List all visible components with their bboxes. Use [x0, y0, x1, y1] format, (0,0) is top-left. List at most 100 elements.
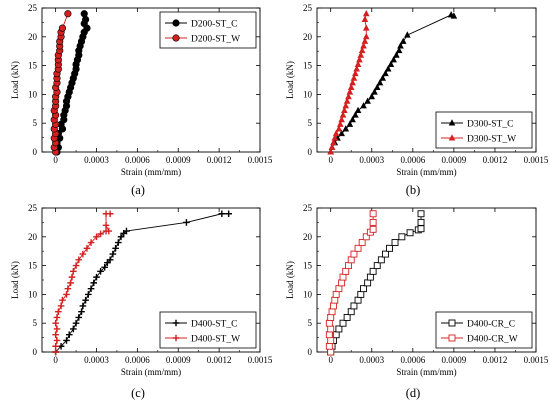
data-point	[393, 51, 400, 58]
data-point	[75, 314, 83, 321]
data-point	[343, 313, 351, 321]
data-point	[79, 250, 87, 258]
data-point	[377, 256, 385, 264]
x-tick-label: 0.0006	[125, 155, 150, 165]
data-point	[354, 296, 362, 304]
y-tick-label: 0	[308, 147, 313, 157]
data-point	[70, 325, 77, 333]
data-point	[335, 125, 343, 132]
data-point	[68, 273, 76, 281]
data-point	[105, 227, 113, 235]
data-point	[79, 302, 87, 310]
legend-marker	[172, 19, 180, 27]
x-tick-label: 0.0003	[359, 155, 384, 165]
data-point	[354, 60, 362, 67]
data-point	[106, 210, 114, 218]
data-point	[327, 325, 335, 333]
y-tick-label: 25	[28, 203, 38, 213]
legend-marker	[172, 319, 180, 327]
legend-label: D400-ST_C	[191, 320, 237, 330]
data-point	[112, 245, 119, 252]
data-point	[417, 210, 425, 218]
data-point	[101, 264, 108, 271]
data-point	[349, 115, 356, 123]
data-point	[63, 337, 70, 344]
data-point	[338, 279, 346, 287]
legend-box	[435, 111, 533, 149]
data-point	[360, 42, 367, 49]
y-axis-label: Load (kN)	[10, 261, 20, 299]
data-point	[350, 250, 358, 258]
y-tick-label: 5	[33, 318, 38, 328]
data-point	[63, 291, 70, 298]
y-tick-label: 10	[28, 289, 38, 299]
data-point	[347, 256, 355, 264]
data-point	[93, 273, 100, 281]
legend-marker	[172, 334, 180, 342]
data-point	[386, 244, 393, 252]
x-tick-label: 0.0006	[400, 155, 425, 165]
legend: D200-ST_C D200-ST_W	[159, 11, 257, 49]
data-point	[352, 69, 359, 77]
data-point	[362, 33, 370, 40]
data-point	[362, 24, 370, 31]
data-point	[332, 290, 340, 298]
data-point	[358, 46, 366, 54]
data-point	[332, 331, 340, 339]
data-point	[52, 319, 59, 327]
y-tick-label: 0	[308, 347, 313, 357]
x-axis-label: Strain (mm/mm)	[396, 167, 456, 177]
data-point	[53, 337, 61, 344]
data-point	[339, 111, 347, 118]
data-point	[381, 250, 389, 258]
data-point	[350, 74, 358, 81]
data-point	[83, 245, 91, 252]
data-point	[336, 120, 344, 127]
x-tick-label: 0.0003	[359, 355, 384, 365]
legend-label: D400-CR_C	[467, 320, 515, 330]
legend-box	[159, 311, 257, 349]
data-point	[417, 218, 425, 226]
data-point	[399, 37, 407, 44]
y-tick-label: 5	[308, 118, 313, 128]
x-tick-label: 0	[328, 155, 333, 165]
data-point	[369, 218, 377, 226]
data-point	[331, 296, 339, 304]
data-point	[406, 229, 414, 237]
data-point	[366, 273, 374, 281]
y-tick-label: 20	[303, 32, 313, 42]
data-point	[373, 83, 381, 90]
data-point	[376, 79, 384, 86]
legend-label: D300-ST_C	[467, 120, 513, 130]
x-tick-label: 0.0009	[166, 355, 191, 365]
legend: D300-ST_C D300-ST_W	[435, 111, 533, 149]
data-point	[72, 319, 80, 327]
chart-panel-a: 0 0.0003 0.0006 0.0009 0.0012 0.0015 0 5 10 15 20 2…	[10, 3, 273, 197]
x-tick-label: 0.0015	[524, 355, 549, 365]
data-point	[332, 129, 340, 137]
data-point	[354, 106, 362, 114]
data-point	[397, 42, 404, 49]
data-point	[82, 296, 89, 304]
series-D200-ST_W	[50, 10, 72, 156]
data-point	[360, 285, 367, 293]
legend-box	[159, 11, 257, 49]
data-point	[354, 244, 362, 252]
data-point	[346, 120, 354, 127]
legend-marker	[448, 319, 456, 327]
legend-label: D400-ST_W	[191, 335, 240, 345]
y-tick-label: 15	[303, 61, 313, 71]
data-point	[109, 250, 117, 258]
x-tick-label: 0.0009	[166, 155, 191, 165]
data-point	[417, 225, 425, 233]
data-point	[328, 143, 336, 150]
data-point	[339, 273, 347, 281]
x-tick-label: 0.0003	[84, 355, 109, 365]
data-point	[346, 88, 354, 95]
data-point	[357, 290, 365, 298]
x-tick-label: 0.0006	[125, 355, 150, 365]
data-point	[342, 102, 350, 109]
data-point	[97, 230, 104, 238]
legend-marker	[172, 34, 180, 42]
legend-marker	[448, 134, 456, 141]
